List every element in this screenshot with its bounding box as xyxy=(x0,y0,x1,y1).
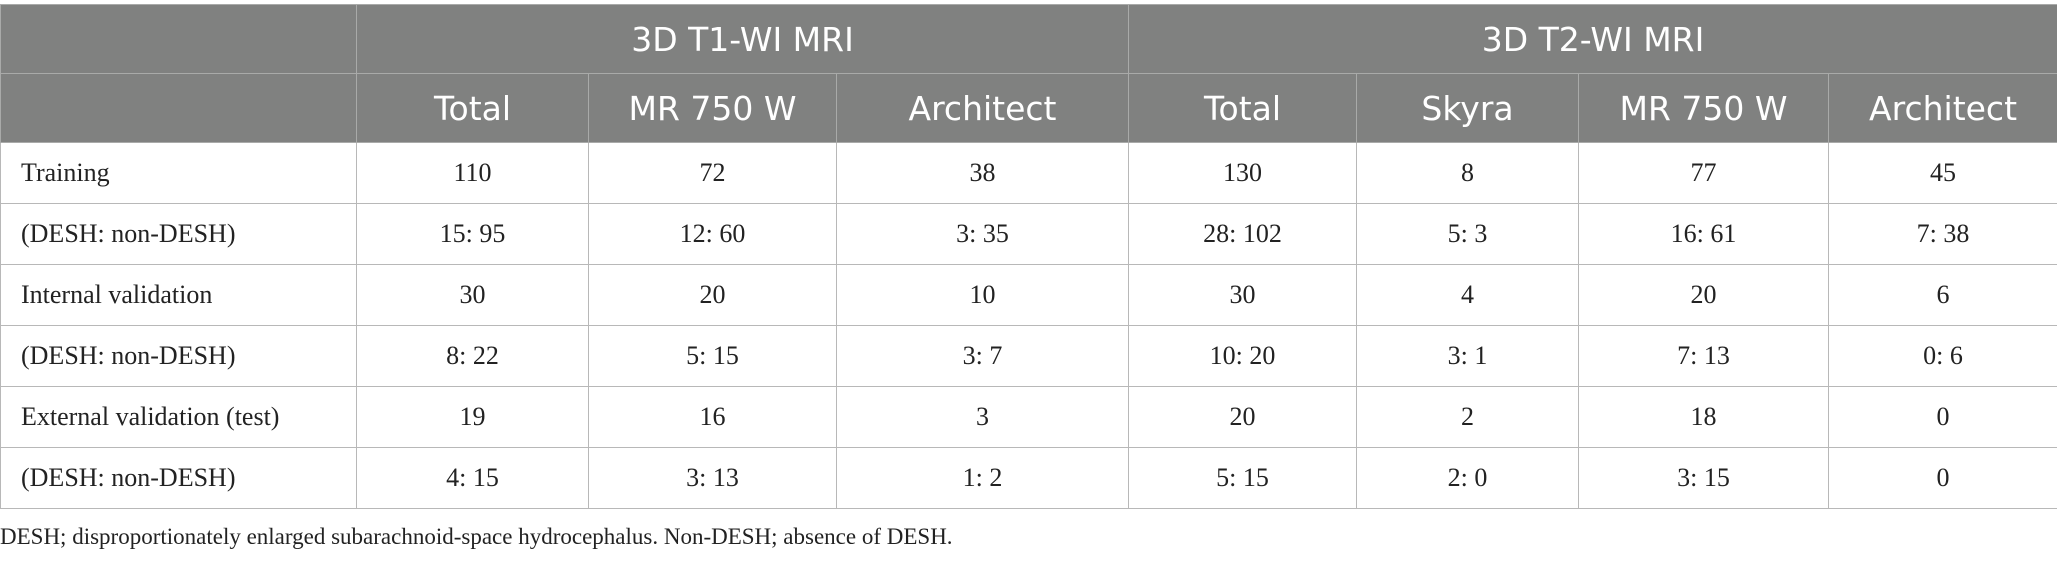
row-label: (DESH: non-DESH) xyxy=(0,325,357,387)
table-cell: 7: 38 xyxy=(1828,203,2057,265)
table-cell: 30 xyxy=(1128,264,1358,326)
table-cell: 20 xyxy=(588,264,837,326)
table-cell: 130 xyxy=(1128,142,1358,204)
table-cell: 0 xyxy=(1828,386,2057,448)
header-corner-cell xyxy=(0,4,357,74)
table-cell: 1: 2 xyxy=(835,447,1130,509)
table-row: Internal validation 30 20 10 30 4 20 6 xyxy=(0,264,2057,326)
column-header: Skyra xyxy=(1356,73,1580,143)
table-cell: 3: 35 xyxy=(835,203,1130,265)
table-cell: 6 xyxy=(1828,264,2057,326)
header-column-row: Total MR 750 W Architect Total Skyra MR … xyxy=(0,73,2057,143)
row-label: (DESH: non-DESH) xyxy=(0,203,357,265)
table-cell: 16 xyxy=(588,386,837,448)
table-cell: 45 xyxy=(1828,142,2057,204)
table-row: (DESH: non-DESH) 8: 22 5: 15 3: 7 10: 20… xyxy=(0,325,2057,387)
table-cell: 72 xyxy=(588,142,837,204)
cohort-table: 3D T1-WI MRI 3D T2-WI MRI Total MR 750 W… xyxy=(0,4,2057,509)
table-cell: 110 xyxy=(356,142,589,204)
table-row: (DESH: non-DESH) 15: 95 12: 60 3: 35 28:… xyxy=(0,203,2057,265)
table-cell: 7: 13 xyxy=(1578,325,1830,387)
row-label: Internal validation xyxy=(0,264,357,326)
table-cell: 3: 15 xyxy=(1578,447,1830,509)
column-header: Architect xyxy=(835,73,1130,143)
row-label: Training xyxy=(0,142,357,204)
column-header: MR 750 W xyxy=(588,73,837,143)
table-cell: 2: 0 xyxy=(1356,447,1580,509)
table-footnote: DESH; disproportionately enlarged subara… xyxy=(0,524,953,549)
row-label: External validation (test) xyxy=(0,386,357,448)
table-cell: 4: 15 xyxy=(356,447,589,509)
table-cell: 8 xyxy=(1356,142,1580,204)
table-cell: 2 xyxy=(1356,386,1580,448)
table-row: Training 110 72 38 130 8 77 45 xyxy=(0,142,2057,204)
header-group-t2: 3D T2-WI MRI xyxy=(1128,4,2057,74)
table-cell: 10 xyxy=(835,264,1130,326)
column-header: Total xyxy=(356,73,589,143)
column-header: MR 750 W xyxy=(1578,73,1830,143)
table-cell: 20 xyxy=(1128,386,1358,448)
table-cell: 18 xyxy=(1578,386,1830,448)
table-cell: 5: 15 xyxy=(1128,447,1358,509)
column-header: Architect xyxy=(1828,73,2057,143)
table-cell: 0 xyxy=(1828,447,2057,509)
table-cell: 38 xyxy=(835,142,1130,204)
table-cell: 0: 6 xyxy=(1828,325,2057,387)
table-cell: 10: 20 xyxy=(1128,325,1358,387)
table-cell: 5: 15 xyxy=(588,325,837,387)
table-cell: 4 xyxy=(1356,264,1580,326)
header-group-row: 3D T1-WI MRI 3D T2-WI MRI xyxy=(0,4,2057,74)
table-cell: 30 xyxy=(356,264,589,326)
table-cell: 3: 7 xyxy=(835,325,1130,387)
table-cell: 3: 1 xyxy=(1356,325,1580,387)
row-label: (DESH: non-DESH) xyxy=(0,447,357,509)
table-row: External validation (test) 19 16 3 20 2 … xyxy=(0,386,2057,448)
table-cell: 16: 61 xyxy=(1578,203,1830,265)
header-corner-cell xyxy=(0,73,357,143)
table-cell: 5: 3 xyxy=(1356,203,1580,265)
table-row: (DESH: non-DESH) 4: 15 3: 13 1: 2 5: 15 … xyxy=(0,447,2057,509)
table-cell: 20 xyxy=(1578,264,1830,326)
table-cell: 3 xyxy=(835,386,1130,448)
table-cell: 19 xyxy=(356,386,589,448)
table-cell: 28: 102 xyxy=(1128,203,1358,265)
table-cell: 77 xyxy=(1578,142,1830,204)
table-cell: 3: 13 xyxy=(588,447,837,509)
column-header: Total xyxy=(1128,73,1358,143)
table-cell: 15: 95 xyxy=(356,203,589,265)
table-cell: 12: 60 xyxy=(588,203,837,265)
header-group-t1: 3D T1-WI MRI xyxy=(355,4,1130,74)
table-cell: 8: 22 xyxy=(356,325,589,387)
